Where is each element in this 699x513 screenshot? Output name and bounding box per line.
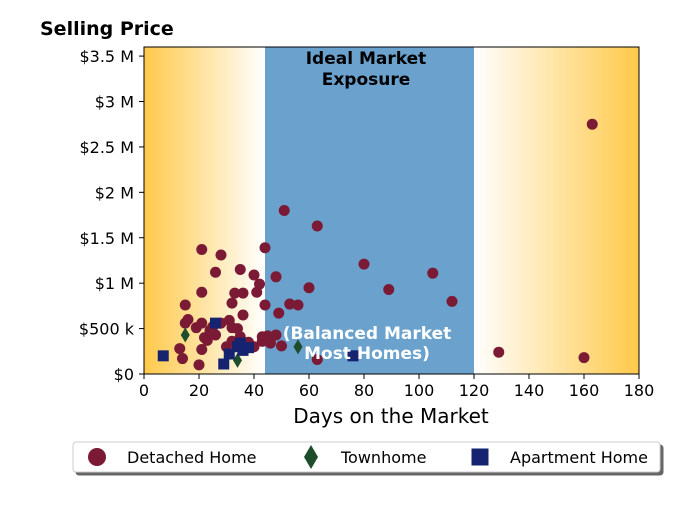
y-axis-title: Selling Price	[40, 18, 174, 40]
data-point	[174, 343, 186, 355]
data-point	[196, 286, 208, 298]
legend-label: Townhome	[340, 448, 426, 467]
data-point	[229, 287, 241, 299]
data-point	[201, 334, 213, 346]
gradient-region-right	[474, 47, 639, 374]
data-point	[157, 350, 169, 362]
x-axis: 0 20 40 60 80 100 120 140 160 180	[139, 374, 654, 400]
y-tick-label: $3.5 M	[79, 47, 134, 66]
x-tick-label: 120	[459, 381, 490, 400]
data-point	[226, 297, 238, 309]
data-point	[284, 298, 296, 310]
series-townhome	[180, 327, 303, 368]
data-point	[259, 242, 271, 254]
data-point	[243, 342, 254, 354]
x-tick-label: 100	[404, 381, 435, 400]
legend-item: Apartment Home	[471, 448, 648, 467]
data-point	[293, 339, 303, 355]
data-point	[179, 299, 191, 311]
legend-marker	[88, 448, 106, 466]
legend-label: Apartment Home	[510, 448, 648, 467]
x-tick-label: 160	[569, 381, 600, 400]
data-point	[303, 282, 315, 294]
data-point	[427, 267, 439, 279]
region-label-line: Ideal Market	[306, 49, 427, 69]
data-point	[446, 295, 458, 307]
region-label-line: Exposure	[322, 70, 411, 90]
y-tick-label: $1 M	[95, 274, 134, 293]
y-tick-label: $2 M	[95, 183, 134, 202]
data-point	[273, 307, 285, 319]
data-point	[237, 287, 249, 299]
series-apartment-home	[157, 317, 359, 370]
data-point	[383, 284, 395, 296]
y-tick-label: $2.5 M	[79, 138, 134, 157]
data-point	[196, 244, 208, 256]
data-point	[254, 278, 265, 290]
data-point	[210, 317, 221, 329]
legend-box	[72, 441, 661, 473]
x-tick-label: 180	[624, 381, 655, 400]
data-point	[182, 314, 194, 325]
data-point	[233, 352, 242, 368]
data-point	[210, 266, 221, 278]
y-axis: $0 $500 k $1 M $1.5 M $2 M $2.5 M $3 M $3.5 M	[79, 47, 144, 384]
y-tick-label: $1.5 M	[79, 229, 134, 248]
ideal-market-band	[265, 47, 474, 374]
data-point	[578, 352, 590, 364]
legend: Detached Home Townhome Apartment Home	[72, 441, 661, 473]
y-tick-label: $500 k	[79, 320, 135, 339]
data-point	[237, 309, 249, 321]
data-point	[276, 340, 287, 352]
data-point	[234, 337, 246, 349]
data-point	[196, 343, 208, 355]
x-tick-label: 0	[139, 381, 149, 400]
data-point	[270, 271, 282, 283]
data-point	[347, 350, 359, 362]
data-point	[248, 269, 260, 281]
region-label-line: (Balanced Market	[283, 324, 452, 344]
data-point	[218, 358, 230, 370]
legend-marker	[471, 448, 489, 466]
x-axis-title: Days on the Market	[293, 404, 489, 428]
data-point	[493, 346, 505, 358]
legend-item: Detached Home	[88, 448, 257, 467]
x-tick-label: 40	[244, 381, 264, 400]
legend-label: Detached Home	[127, 448, 257, 467]
legend-item: Townhome	[304, 445, 426, 469]
data-point	[278, 205, 290, 216]
data-point	[215, 249, 227, 261]
y-tick-label: $0	[114, 365, 134, 384]
data-point	[177, 353, 188, 365]
data-point	[311, 220, 323, 232]
region-label-line: Most Homes)	[304, 344, 430, 364]
data-point	[180, 327, 190, 343]
data-point	[292, 299, 304, 311]
x-tick-label: 140	[514, 381, 545, 400]
x-tick-label: 20	[189, 381, 209, 400]
plot-frame	[143, 46, 640, 375]
y-tick-label: $3 M	[95, 93, 134, 112]
data-point	[196, 317, 208, 329]
x-tick-label: 80	[354, 381, 374, 400]
data-point	[234, 264, 246, 276]
data-point	[223, 348, 235, 360]
data-point	[210, 329, 221, 341]
data-point	[311, 353, 323, 365]
data-point	[358, 258, 370, 270]
legend-marker	[304, 445, 318, 469]
x-tick-label: 60	[299, 381, 319, 400]
data-point	[270, 329, 282, 341]
data-point	[259, 299, 271, 311]
data-point	[265, 337, 276, 349]
data-point	[193, 359, 205, 371]
data-point	[586, 118, 598, 130]
